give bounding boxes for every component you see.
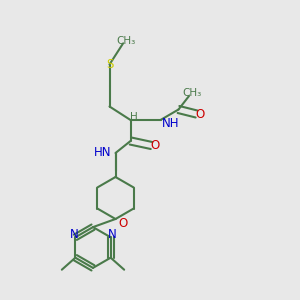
Text: NH: NH <box>162 117 179 130</box>
Text: O: O <box>196 107 205 121</box>
Text: O: O <box>151 139 160 152</box>
Text: H: H <box>130 112 137 122</box>
Text: CH₃: CH₃ <box>182 88 202 98</box>
Text: N: N <box>108 228 116 241</box>
Text: HN: HN <box>94 146 111 160</box>
Text: CH₃: CH₃ <box>116 35 136 46</box>
Text: N: N <box>70 228 78 241</box>
Text: O: O <box>118 217 127 230</box>
Text: S: S <box>106 58 113 71</box>
